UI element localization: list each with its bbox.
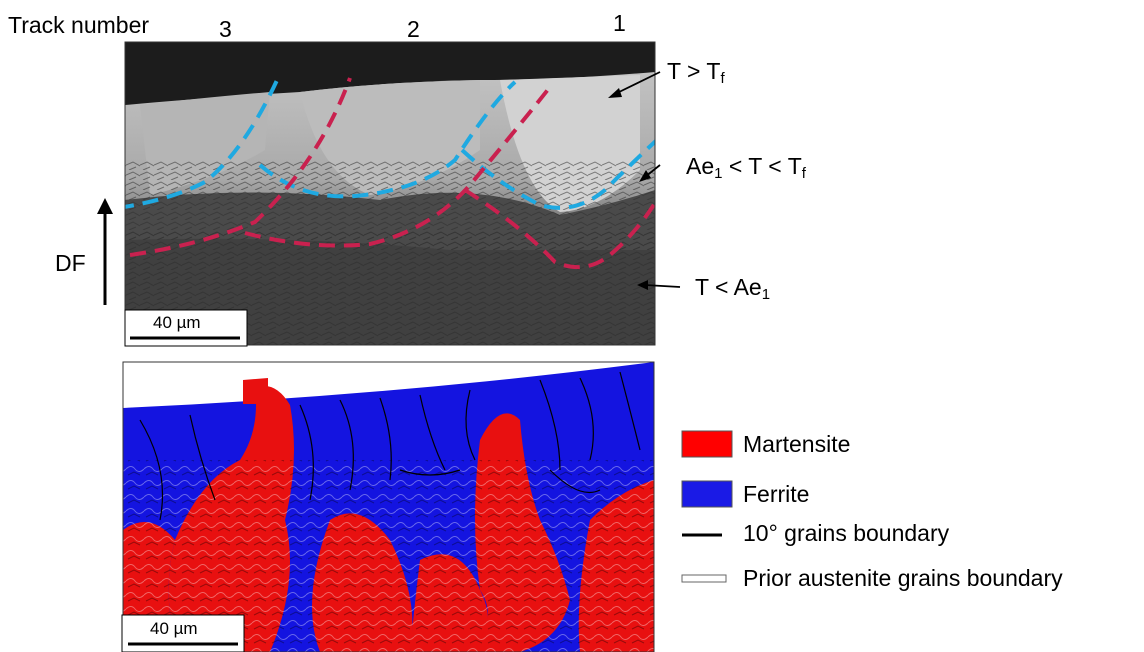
- sem-micrograph: [125, 42, 655, 345]
- track-number-label: Track number: [8, 12, 150, 38]
- zone-label-below-ae1: T < Ae1: [695, 274, 771, 303]
- legend-martensite: Martensite: [743, 431, 851, 457]
- zone-label-above-tf: T > Tf: [667, 58, 725, 87]
- growth-direction-label: DF: [55, 250, 86, 276]
- legend-swatches: [681, 430, 733, 583]
- scale-bar-bottom-label: 40 µm: [150, 619, 198, 638]
- ferrite-swatch: [681, 480, 733, 508]
- track-number-2: 2: [407, 16, 420, 42]
- track-number-3: 3: [219, 16, 232, 42]
- legend-grain-boundary: 10° grains boundary: [743, 520, 950, 546]
- zone-label-intercritical: Ae1 < T < Tf: [686, 153, 806, 182]
- zone-arrows: [608, 71, 681, 290]
- prior-austenite-swatch: [681, 574, 727, 583]
- legend-prior-austenite: Prior austenite grains boundary: [743, 565, 1063, 591]
- legend-ferrite: Ferrite: [743, 481, 810, 507]
- growth-direction-arrow: [97, 198, 113, 305]
- scale-bar-box-top: [124, 309, 248, 347]
- scale-bar-box-bottom: [121, 614, 245, 652]
- track-number-1: 1: [613, 10, 626, 36]
- scale-bar-top-label: 40 µm: [153, 313, 201, 332]
- martensite-swatch: [681, 430, 733, 458]
- fusion-boundary-cyan: [125, 77, 655, 210]
- ebsd-phase-map: [123, 362, 654, 652]
- ae1-boundary-red: [129, 77, 655, 270]
